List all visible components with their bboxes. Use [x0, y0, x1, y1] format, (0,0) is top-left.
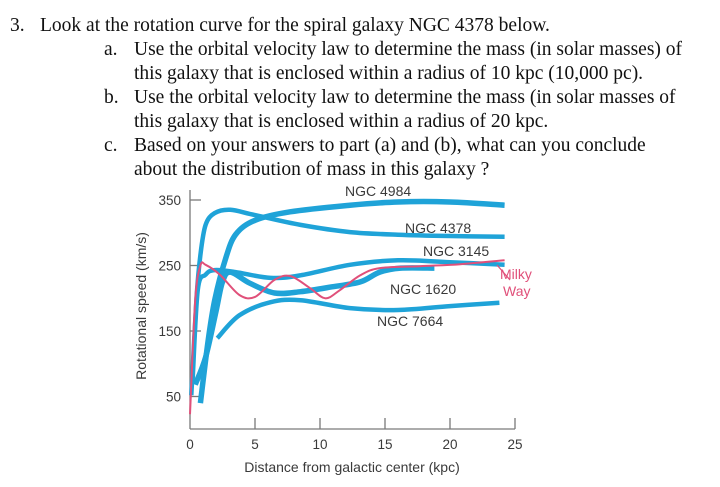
series-line-milky-way — [189, 259, 505, 415]
label-milky-way-line-1: Milky — [500, 266, 532, 282]
curves — [189, 198, 505, 415]
x-tick-label: 15 — [377, 437, 392, 452]
part-a-label: a. — [104, 39, 118, 60]
y-tick-label: 350 — [158, 193, 181, 208]
part-b-label: b. — [104, 87, 119, 108]
question-number: 3. — [10, 15, 25, 36]
label-ngc-1620: NGC 1620 — [390, 281, 456, 297]
y-tick-label: 250 — [158, 259, 181, 274]
series-line-ngc-3145 — [190, 257, 505, 381]
milky-way-leader-line — [496, 264, 511, 281]
series-line-ngc-4984 — [197, 198, 505, 404]
x-tick-label: 25 — [507, 437, 522, 452]
x-axis-label: Distance from galactic center (kpc) — [244, 459, 460, 475]
x-tick-label: 20 — [442, 437, 457, 452]
label-ngc-7664: NGC 7664 — [377, 313, 443, 329]
part-c-label: c. — [104, 135, 118, 156]
part-c-line-1: Based on your answers to part (a) and (b… — [134, 135, 646, 156]
part-a-line-1: Use the orbital velocity law to determin… — [134, 39, 683, 60]
series-line-ngc-1620 — [192, 265, 435, 386]
x-tick-label: 10 — [312, 437, 327, 452]
curve-labels: NGC 4984 NGC 4378 NGC 3145 NGC 1620 NGC 7664… — [345, 183, 532, 329]
label-ngc-3145: NGC 3145 — [423, 243, 489, 259]
y-tick-label: 150 — [158, 324, 181, 339]
series-line-ngc-7664 — [215, 297, 500, 340]
series-line-ngc-4378 — [189, 207, 505, 396]
x-tick-label: 0 — [186, 437, 194, 452]
x-tick-label: 5 — [251, 437, 259, 452]
part-a-line-2: this galaxy that is enclosed within a ra… — [134, 63, 644, 84]
axes: 50 150 250 350 0 5 10 15 20 25 — [158, 190, 523, 452]
label-ngc-4984: NGC 4984 — [345, 183, 411, 199]
part-c-line-2: about the distribution of mass in this g… — [134, 159, 490, 180]
y-tick-label: 50 — [166, 390, 181, 405]
part-b-line-2: this galaxy that is enclosed within a ra… — [134, 111, 549, 132]
y-axis-label: Rotational speed (km/s) — [133, 232, 149, 380]
part-b-line-1: Use the orbital velocity law to determin… — [134, 87, 676, 108]
label-milky-way-line-2: Way — [503, 283, 530, 299]
question-stem: Look at the rotation curve for the spira… — [40, 15, 550, 36]
label-ngc-4378: NGC 4378 — [405, 220, 471, 236]
